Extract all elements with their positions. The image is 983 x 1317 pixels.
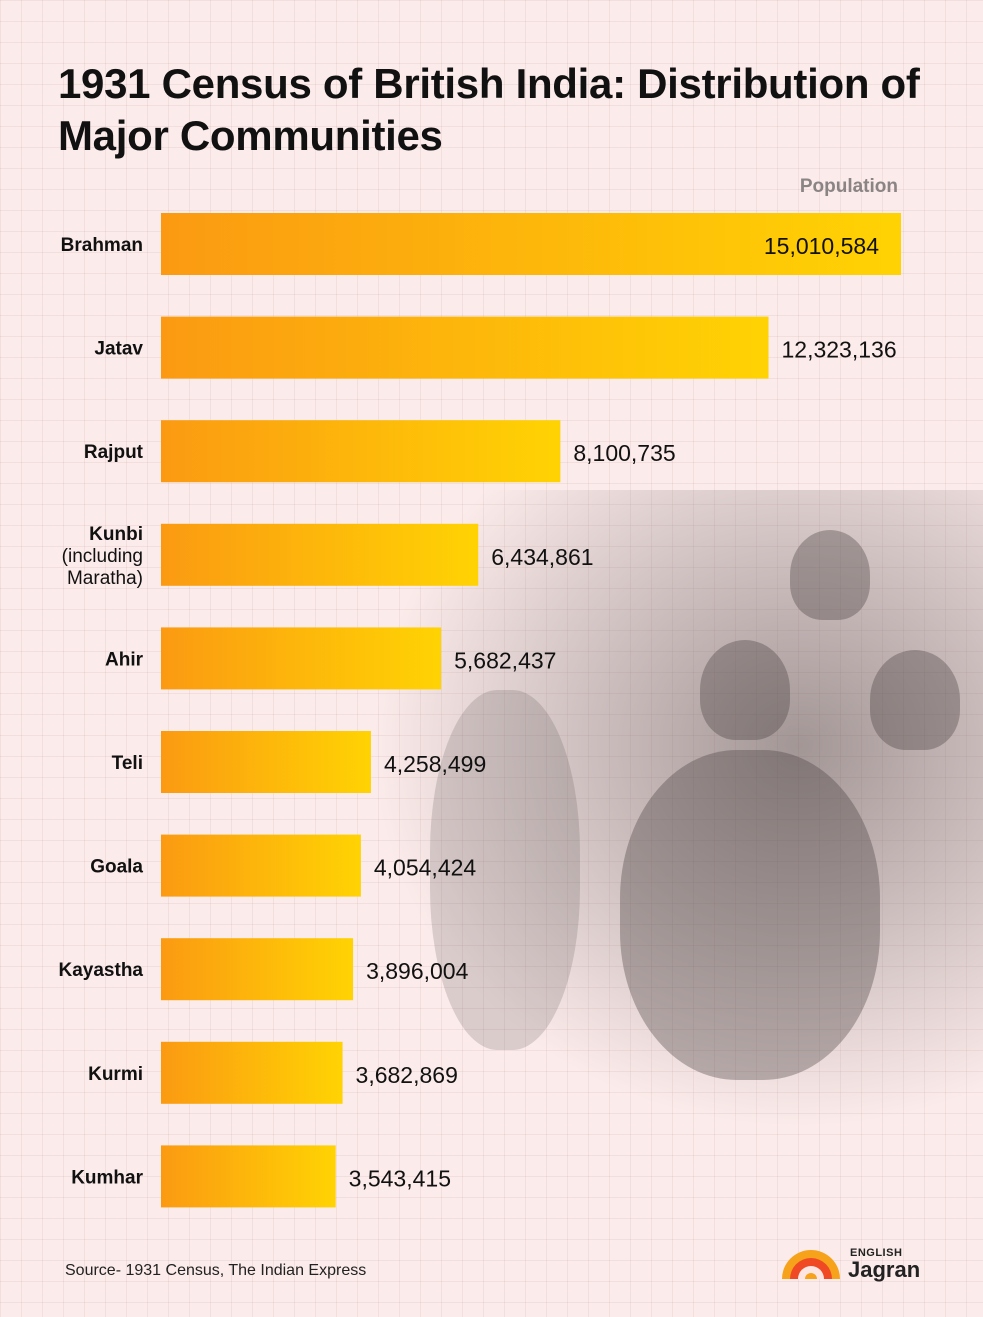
value-label: 3,896,004 bbox=[366, 958, 469, 984]
category-label: Goala bbox=[90, 857, 143, 878]
value-label: 8,100,735 bbox=[573, 440, 675, 466]
value-label: 3,682,869 bbox=[356, 1062, 458, 1088]
category-label: Teli bbox=[112, 753, 143, 774]
value-label: 4,258,499 bbox=[384, 751, 486, 777]
bar-kunbi bbox=[161, 523, 479, 586]
category-label: Kunbi (including Maratha) bbox=[62, 524, 143, 589]
logo-jagran-text: Jagran bbox=[848, 1257, 921, 1282]
category-label: Jatav bbox=[94, 339, 143, 360]
bar-kayastha bbox=[161, 938, 354, 1001]
value-label: 4,054,424 bbox=[374, 855, 477, 881]
bar-teli bbox=[161, 731, 371, 793]
sun-logo-icon bbox=[782, 1250, 840, 1279]
value-label: 12,323,136 bbox=[782, 337, 897, 363]
category-label: Rajput bbox=[84, 442, 144, 463]
value-label: 3,543,415 bbox=[349, 1165, 451, 1191]
jagran-logo: ENGLISH Jagran bbox=[778, 1243, 938, 1283]
category-label: Ahir bbox=[105, 649, 144, 670]
bar-ahir bbox=[161, 627, 442, 690]
category-label: Kumhar bbox=[71, 1167, 143, 1188]
source-note: Source- 1931 Census, The Indian Express bbox=[65, 1262, 367, 1279]
bar-kurmi bbox=[161, 1041, 343, 1104]
category-label: Brahman bbox=[61, 235, 143, 256]
value-label: 5,682,437 bbox=[454, 647, 556, 673]
value-label: 15,010,584 bbox=[764, 233, 879, 259]
category-label: Kurmi bbox=[88, 1064, 143, 1085]
chart-title: 1931 Census of British India: Distributi… bbox=[58, 60, 920, 159]
bar-brahman bbox=[161, 213, 901, 275]
category-label: Kayastha bbox=[59, 960, 144, 981]
logo-english-text: ENGLISH bbox=[850, 1247, 903, 1259]
value-axis-label: Population bbox=[799, 176, 898, 197]
bar-jatav bbox=[161, 316, 769, 379]
value-label: 6,434,861 bbox=[491, 544, 593, 570]
bar-rajput bbox=[161, 420, 561, 483]
bar-goala bbox=[161, 834, 361, 897]
bar-kumhar bbox=[161, 1145, 336, 1208]
